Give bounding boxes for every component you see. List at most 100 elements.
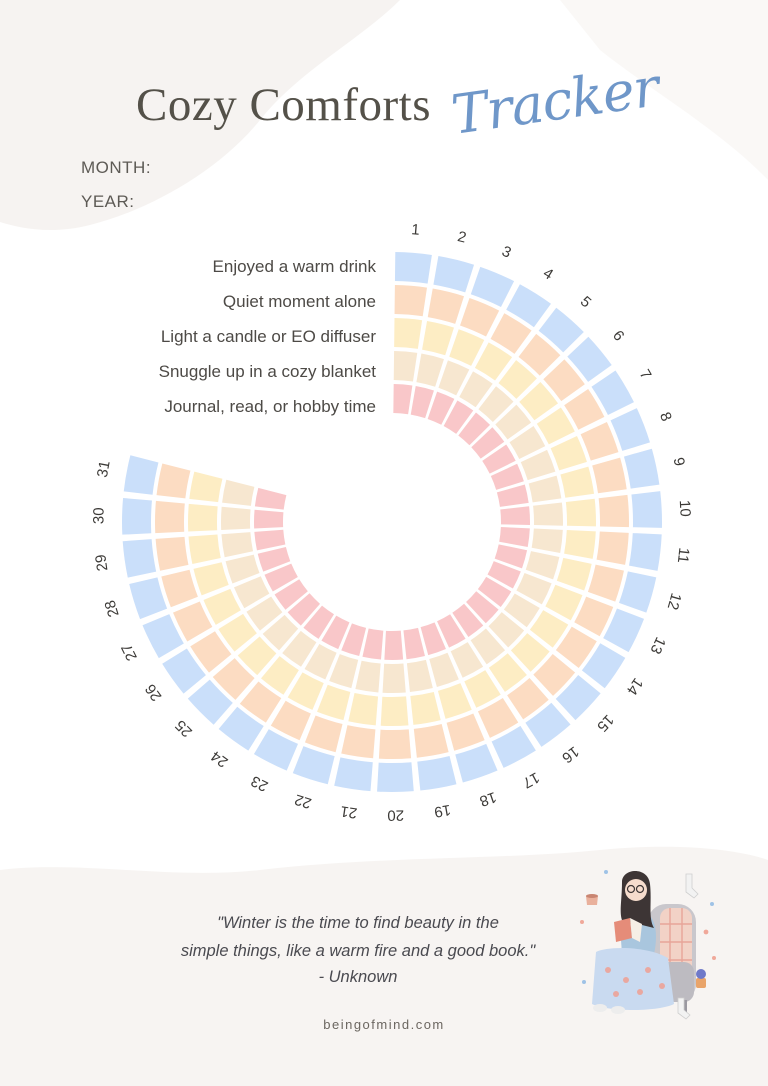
tracker-cell-habit-1-day-12[interactable] bbox=[619, 571, 657, 613]
tracker-cell-habit-5-day-19[interactable] bbox=[403, 627, 425, 660]
tracker-cell-habit-5-day-16[interactable] bbox=[452, 603, 484, 637]
tracker-cell-habit-4-day-20[interactable] bbox=[382, 663, 406, 693]
tracker-cell-habit-5-day-25[interactable] bbox=[287, 593, 320, 626]
tracker-cell-habit-3-day-8[interactable] bbox=[550, 435, 587, 471]
tracker-cell-habit-5-day-27[interactable] bbox=[264, 563, 298, 592]
tracker-cell-habit-2-day-23[interactable] bbox=[270, 700, 311, 741]
tracker-cell-habit-5-day-13[interactable] bbox=[487, 561, 521, 589]
tracker-cell-habit-2-day-7[interactable] bbox=[564, 389, 605, 430]
tracker-cell-habit-4-day-29[interactable] bbox=[221, 532, 254, 558]
tracker-cell-habit-1-day-19[interactable] bbox=[417, 756, 457, 791]
tracker-cell-habit-5-day-4[interactable] bbox=[443, 400, 474, 434]
tracker-cell-habit-2-day-20[interactable] bbox=[378, 729, 412, 760]
tracker-cell-habit-4-day-24[interactable] bbox=[282, 630, 317, 667]
tracker-cell-habit-4-day-22[interactable] bbox=[329, 654, 359, 689]
tracker-cell-habit-1-day-27[interactable] bbox=[142, 614, 184, 659]
tracker-cell-habit-2-day-12[interactable] bbox=[587, 564, 624, 602]
tracker-cell-habit-1-day-7[interactable] bbox=[591, 370, 634, 416]
tracker-cell-habit-1-day-31[interactable] bbox=[123, 455, 159, 495]
tracker-cell-habit-3-day-9[interactable] bbox=[560, 466, 595, 498]
tracker-cell-habit-3-day-4[interactable] bbox=[474, 342, 513, 381]
tracker-cell-habit-1-day-9[interactable] bbox=[623, 448, 660, 489]
tracker-cell-habit-4-day-4[interactable] bbox=[459, 371, 493, 408]
tracker-cell-habit-1-day-21[interactable] bbox=[334, 757, 373, 792]
tracker-cell-habit-3-day-13[interactable] bbox=[545, 584, 583, 621]
tracker-cell-habit-3-day-31[interactable] bbox=[189, 471, 223, 503]
tracker-cell-habit-2-day-5[interactable] bbox=[518, 333, 561, 376]
tracker-cell-habit-3-day-26[interactable] bbox=[218, 613, 257, 652]
tracker-cell-habit-3-day-2[interactable] bbox=[422, 321, 454, 356]
tracker-cell-habit-4-day-23[interactable] bbox=[304, 644, 337, 680]
tracker-cell-habit-5-day-10[interactable] bbox=[500, 506, 531, 525]
tracker-cell-habit-1-day-22[interactable] bbox=[292, 746, 335, 785]
tracker-cell-habit-2-day-8[interactable] bbox=[580, 422, 619, 461]
tracker-cell-habit-3-day-25[interactable] bbox=[237, 636, 277, 676]
tracker-cell-habit-3-day-15[interactable] bbox=[510, 633, 550, 672]
tracker-cell-habit-1-day-4[interactable] bbox=[506, 284, 551, 328]
tracker-cell-habit-5-day-30[interactable] bbox=[253, 509, 284, 529]
tracker-cell-habit-5-day-12[interactable] bbox=[494, 544, 528, 569]
tracker-cell-habit-2-day-16[interactable] bbox=[507, 678, 549, 720]
tracker-cell-habit-4-day-6[interactable] bbox=[495, 404, 532, 440]
tracker-cell-habit-3-day-3[interactable] bbox=[449, 329, 485, 366]
tracker-cell-habit-1-day-28[interactable] bbox=[129, 577, 168, 620]
tracker-cell-habit-3-day-23[interactable] bbox=[287, 672, 324, 710]
tracker-cell-habit-2-day-27[interactable] bbox=[173, 601, 213, 642]
tracker-cell-habit-1-day-24[interactable] bbox=[218, 706, 264, 751]
tracker-cell-habit-3-day-19[interactable] bbox=[410, 691, 441, 725]
tracker-cell-habit-4-day-31[interactable] bbox=[222, 479, 255, 506]
tracker-cell-habit-2-day-10[interactable] bbox=[598, 494, 629, 528]
tracker-cell-habit-4-day-14[interactable] bbox=[503, 593, 540, 628]
tracker-cell-habit-1-day-13[interactable] bbox=[603, 608, 645, 653]
tracker-cell-habit-2-day-11[interactable] bbox=[596, 531, 629, 565]
tracker-cell-habit-1-day-5[interactable] bbox=[538, 307, 584, 353]
tracker-cell-habit-5-day-29[interactable] bbox=[254, 529, 286, 551]
tracker-cell-habit-5-day-18[interactable] bbox=[420, 622, 446, 656]
tracker-cell-habit-2-day-29[interactable] bbox=[155, 536, 189, 571]
tracker-cell-habit-3-day-24[interactable] bbox=[261, 656, 299, 695]
tracker-cell-habit-2-day-26[interactable] bbox=[190, 631, 232, 673]
tracker-cell-habit-4-day-16[interactable] bbox=[470, 628, 506, 665]
tracker-cell-habit-1-day-3[interactable] bbox=[470, 266, 515, 308]
tracker-cell-habit-5-day-11[interactable] bbox=[499, 527, 530, 547]
tracker-cell-habit-4-day-12[interactable] bbox=[525, 551, 560, 580]
tracker-cell-habit-5-day-22[interactable] bbox=[341, 623, 367, 657]
tracker-cell-habit-3-day-12[interactable] bbox=[556, 557, 592, 591]
tracker-cell-habit-4-day-8[interactable] bbox=[520, 449, 556, 481]
tracker-cell-habit-4-day-7[interactable] bbox=[509, 426, 546, 459]
tracker-cell-habit-2-day-17[interactable] bbox=[477, 698, 519, 738]
tracker-cell-habit-3-day-14[interactable] bbox=[529, 610, 569, 648]
tracker-cell-habit-5-day-7[interactable] bbox=[482, 444, 516, 474]
tracker-cell-habit-1-day-29[interactable] bbox=[122, 539, 157, 578]
tracker-cell-habit-5-day-9[interactable] bbox=[496, 484, 529, 507]
tracker-cell-habit-2-day-22[interactable] bbox=[304, 715, 343, 753]
tracker-cell-habit-3-day-22[interactable] bbox=[317, 684, 351, 721]
tracker-cell-habit-5-day-1[interactable] bbox=[393, 384, 413, 415]
tracker-cell-habit-2-day-15[interactable] bbox=[533, 654, 576, 696]
tracker-cell-habit-1-day-10[interactable] bbox=[631, 491, 663, 528]
tracker-cell-habit-3-day-28[interactable] bbox=[193, 562, 229, 596]
tracker-cell-habit-4-day-21[interactable] bbox=[355, 660, 381, 693]
tracker-cell-habit-2-day-9[interactable] bbox=[592, 457, 627, 494]
tracker-cell-habit-3-day-16[interactable] bbox=[488, 653, 527, 692]
tracker-cell-habit-3-day-29[interactable] bbox=[188, 534, 221, 564]
tracker-cell-habit-1-day-18[interactable] bbox=[455, 743, 498, 783]
tracker-cell-habit-1-day-30[interactable] bbox=[122, 497, 152, 535]
tracker-cell-habit-5-day-23[interactable] bbox=[321, 615, 350, 650]
tracker-cell-habit-1-day-11[interactable] bbox=[629, 533, 662, 571]
tracker-cell-habit-4-day-1[interactable] bbox=[393, 351, 418, 382]
tracker-cell-habit-2-day-14[interactable] bbox=[555, 626, 597, 668]
tracker-cell-habit-4-day-11[interactable] bbox=[531, 528, 563, 553]
tracker-cell-habit-1-day-6[interactable] bbox=[567, 336, 612, 382]
tracker-cell-habit-5-day-8[interactable] bbox=[490, 463, 524, 490]
tracker-cell-habit-1-day-16[interactable] bbox=[525, 702, 571, 747]
tracker-cell-habit-2-day-30[interactable] bbox=[154, 500, 185, 534]
tracker-cell-habit-2-day-18[interactable] bbox=[446, 713, 485, 751]
tracker-cell-habit-5-day-15[interactable] bbox=[466, 591, 499, 624]
tracker-cell-habit-2-day-25[interactable] bbox=[212, 658, 255, 700]
tracker-cell-habit-3-day-20[interactable] bbox=[380, 696, 409, 727]
tracker-cell-habit-3-day-17[interactable] bbox=[464, 670, 501, 708]
tracker-cell-habit-2-day-13[interactable] bbox=[574, 596, 614, 637]
tracker-cell-habit-4-day-15[interactable] bbox=[488, 612, 525, 648]
tracker-cell-habit-5-day-3[interactable] bbox=[427, 391, 455, 425]
